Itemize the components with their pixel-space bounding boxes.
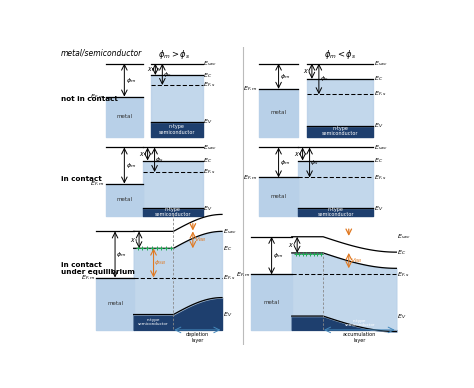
Text: $\phi_m$: $\phi_m$ [280,158,290,167]
Text: $V_{BB}$: $V_{BB}$ [349,256,362,265]
Text: $\phi_m$: $\phi_m$ [280,72,290,81]
Text: $E_{vac}$: $E_{vac}$ [203,59,217,68]
Text: $\phi_m$: $\phi_m$ [126,76,136,85]
Text: metal: metal [116,114,132,119]
Text: $E_{vac}$: $E_{vac}$ [374,59,388,68]
Text: $\phi_m$: $\phi_m$ [116,250,127,259]
Text: n-type
semiconductor: n-type semiconductor [317,207,354,217]
Text: $E_V$: $E_V$ [374,121,383,130]
Text: depletion
layer: depletion layer [186,332,209,343]
Text: $E_{F,m}$: $E_{F,m}$ [244,85,258,93]
Text: $E_V$: $E_V$ [397,312,407,320]
Text: $V_{BB}$: $V_{BB}$ [193,236,206,244]
Text: $E_{F,m}$: $E_{F,m}$ [236,270,251,279]
Text: $\chi_s$: $\chi_s$ [146,65,155,73]
Text: $E_{F,m}$: $E_{F,m}$ [244,173,258,182]
Text: $\phi_m > \phi_s$: $\phi_m > \phi_s$ [158,48,190,61]
Text: n-type
semiconductor: n-type semiconductor [155,207,191,217]
Text: $E_V$: $E_V$ [374,204,383,213]
Text: $E_V$: $E_V$ [203,118,213,126]
Text: $E_V$: $E_V$ [223,310,232,319]
Text: $\chi_s$: $\chi_s$ [294,150,302,158]
Text: $E_V$: $E_V$ [203,204,213,213]
Text: $E_C$: $E_C$ [397,248,406,257]
Text: $E_{F,m}$: $E_{F,m}$ [90,92,105,101]
Text: $\chi_s$: $\chi_s$ [303,67,311,75]
Text: n-type
semiconductor: n-type semiconductor [158,124,195,135]
Text: $\phi_s$: $\phi_s$ [310,158,319,167]
Text: $\chi_s$: $\chi_s$ [130,236,139,244]
Text: accumulation
layer: accumulation layer [343,332,376,343]
Text: not in contact: not in contact [61,96,118,102]
Text: metal/semiconductor: metal/semiconductor [61,48,142,57]
Text: $\chi_s$: $\chi_s$ [289,241,297,249]
Text: $E_{F,s}$: $E_{F,s}$ [223,274,236,282]
Text: metal: metal [264,300,280,305]
Text: $E_{F,s}$: $E_{F,s}$ [374,90,387,99]
Text: $E_{vac}$: $E_{vac}$ [223,227,237,236]
Text: n-type
semiconductor: n-type semiconductor [345,319,375,327]
Text: $E_{F,m}$: $E_{F,m}$ [90,180,105,188]
Text: in contact: in contact [61,176,101,182]
Text: $E_C$: $E_C$ [223,244,232,253]
Text: n-type
semiconductor: n-type semiconductor [322,126,358,137]
Text: n-type
semiconductor: n-type semiconductor [138,318,169,326]
Text: metal: metal [271,194,287,199]
Text: $\phi_m$: $\phi_m$ [273,251,283,260]
Text: $E_{F,m}$: $E_{F,m}$ [81,274,96,282]
Text: $E_{F,s}$: $E_{F,s}$ [397,270,410,279]
Text: $E_C$: $E_C$ [374,74,383,83]
Text: $\phi_m$: $\phi_m$ [126,161,136,170]
Text: $E_C$: $E_C$ [374,156,383,165]
Text: $\phi_s$: $\phi_s$ [155,155,164,164]
Text: $E_C$: $E_C$ [203,71,212,80]
Text: in contact
under equilibrium: in contact under equilibrium [61,262,135,275]
Text: metal: metal [107,301,123,306]
Text: $E_{vac}$: $E_{vac}$ [203,143,217,152]
Text: $\phi_m < \phi_s$: $\phi_m < \phi_s$ [325,48,357,61]
Text: $E_{vac}$: $E_{vac}$ [397,232,411,241]
Text: $E_{F,s}$: $E_{F,s}$ [203,81,217,89]
Text: $\phi_{SB}$: $\phi_{SB}$ [155,258,166,267]
Text: $\phi_s$: $\phi_s$ [319,74,328,83]
Text: $\chi_s$: $\chi_s$ [139,150,147,158]
Text: $E_{F,s}$: $E_{F,s}$ [203,168,217,176]
Text: metal: metal [271,110,287,115]
Text: $\phi_s$: $\phi_s$ [163,70,172,79]
Text: $E_{F,s}$: $E_{F,s}$ [374,173,387,182]
Text: $E_{vac}$: $E_{vac}$ [374,143,388,152]
Text: $E_C$: $E_C$ [203,156,212,165]
Text: metal: metal [116,197,132,202]
